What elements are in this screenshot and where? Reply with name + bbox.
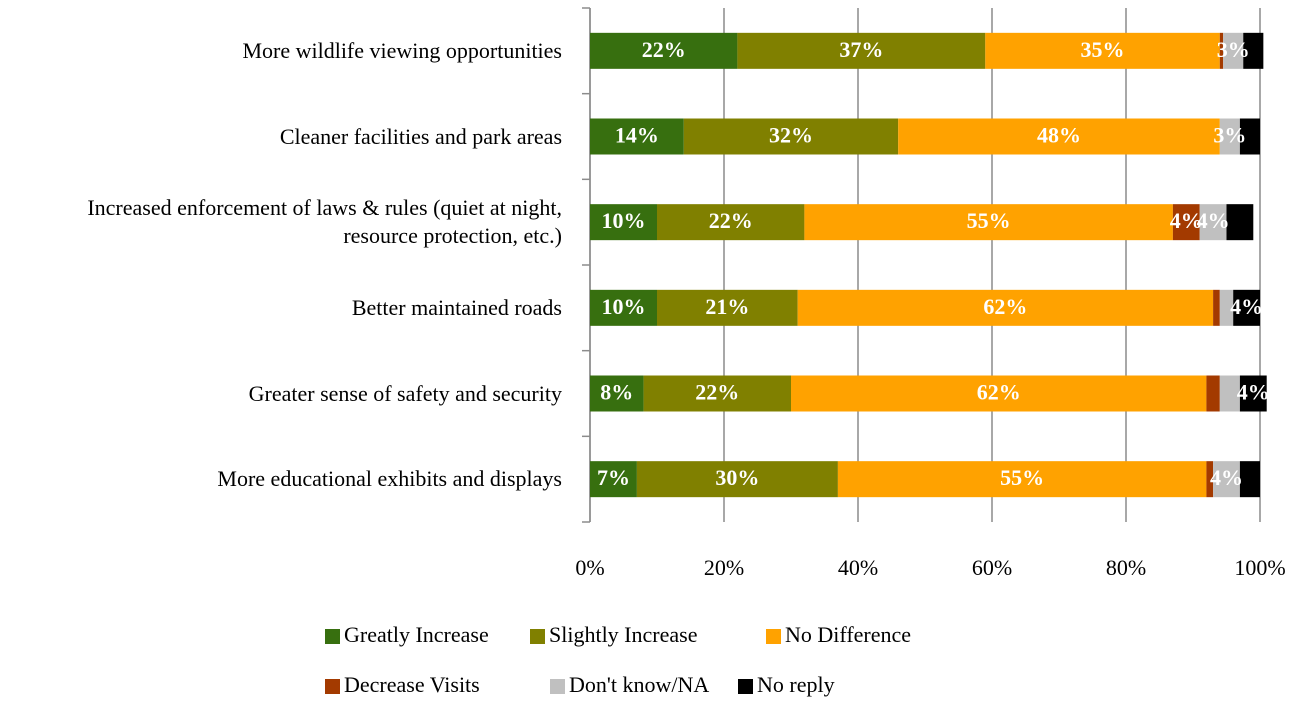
data-label: 22%: [695, 380, 739, 405]
data-label: 55%: [967, 208, 1011, 233]
bar-segment: [1219, 289, 1234, 326]
legend-swatch: [530, 629, 545, 644]
bar-segment: [636, 461, 838, 498]
data-label: 55%: [1000, 465, 1044, 490]
data-label: 22%: [709, 208, 753, 233]
bar-segment: [1219, 32, 1224, 69]
bar-segment: [590, 204, 657, 241]
bar-segment: [1199, 204, 1227, 241]
data-label: 4%: [1170, 208, 1203, 233]
x-tick-label: 0%: [575, 555, 604, 580]
legend-label: Slightly Increase: [549, 622, 697, 647]
bar-segment: [683, 118, 899, 155]
bar-segment: [1243, 32, 1264, 69]
bar-segment: [1213, 461, 1240, 498]
bar-segment: [1226, 204, 1254, 241]
data-label: 3%: [1213, 123, 1246, 148]
data-label: 62%: [977, 380, 1021, 405]
legend-label: Decrease Visits: [344, 672, 480, 697]
category-label: Cleaner facilities and park areas: [279, 123, 562, 149]
category-label: More educational exhibits and displays: [217, 466, 562, 492]
bar-segment: [797, 289, 1214, 326]
bar-segment: [1213, 289, 1220, 326]
bar-segment: [1206, 375, 1220, 412]
bar-segment: [590, 118, 684, 155]
legend-swatch: [550, 679, 565, 694]
bar-segment: [590, 375, 644, 412]
bar-segment: [837, 461, 1207, 498]
bar-segment: [1172, 204, 1200, 241]
bar-segment: [590, 32, 738, 69]
data-label: 4%: [1230, 294, 1263, 319]
category-label: Better maintained roads: [351, 294, 562, 320]
bar-segment: [657, 204, 805, 241]
data-label: 4%: [1197, 208, 1230, 233]
bar-segment: [1219, 118, 1240, 155]
data-label: 10%: [602, 294, 646, 319]
bar-segment: [657, 289, 798, 326]
legend-swatch: [325, 629, 340, 644]
bar-segment: [1206, 461, 1214, 498]
legend-swatch: [738, 679, 753, 694]
bar-segment: [590, 461, 637, 498]
x-tick-label: 20%: [704, 555, 744, 580]
data-label: 3%: [1217, 37, 1250, 62]
x-tick-label: 40%: [838, 555, 878, 580]
x-tick-label: 60%: [972, 555, 1012, 580]
data-label: 21%: [705, 294, 749, 319]
bar-segment: [1239, 375, 1267, 412]
bar-segment: [804, 204, 1173, 241]
data-label: 4%: [1210, 465, 1243, 490]
data-label: 14%: [615, 123, 659, 148]
x-tick-label: 80%: [1106, 555, 1146, 580]
bar-segment: [737, 32, 986, 69]
data-label: 30%: [715, 465, 759, 490]
legend-label: No reply: [757, 672, 835, 697]
bar-segment: [1239, 118, 1260, 155]
x-tick-label: 100%: [1234, 555, 1285, 580]
bar-segment: [590, 289, 657, 326]
data-label: 32%: [769, 123, 813, 148]
bar-segment: [643, 375, 791, 412]
bar-segment: [791, 375, 1207, 412]
bar-segment: [1219, 375, 1240, 412]
category-label: Increased enforcement of laws & rules (q…: [87, 195, 562, 249]
data-label: 4%: [1237, 380, 1270, 405]
data-label: 7%: [597, 465, 630, 490]
data-label: 22%: [642, 37, 686, 62]
bar-segment: [1223, 32, 1244, 69]
legend-label: Greatly Increase: [344, 622, 489, 647]
legend-swatch: [325, 679, 340, 694]
data-label: 62%: [983, 294, 1027, 319]
legend-swatch: [766, 629, 781, 644]
legend-label: No Difference: [785, 622, 911, 647]
data-label: 48%: [1037, 123, 1081, 148]
data-label: 35%: [1081, 37, 1125, 62]
bar-segment: [1239, 461, 1260, 498]
data-label: 8%: [600, 380, 633, 405]
bar-segment: [1233, 289, 1260, 326]
bar-segment: [985, 32, 1220, 69]
legend-label: Don't know/NA: [569, 672, 709, 697]
data-label: 10%: [602, 208, 646, 233]
category-label: More wildlife viewing opportunities: [242, 37, 562, 63]
data-label: 37%: [839, 37, 883, 62]
category-label: Greater sense of safety and security: [248, 380, 562, 406]
bar-segment: [898, 118, 1220, 155]
